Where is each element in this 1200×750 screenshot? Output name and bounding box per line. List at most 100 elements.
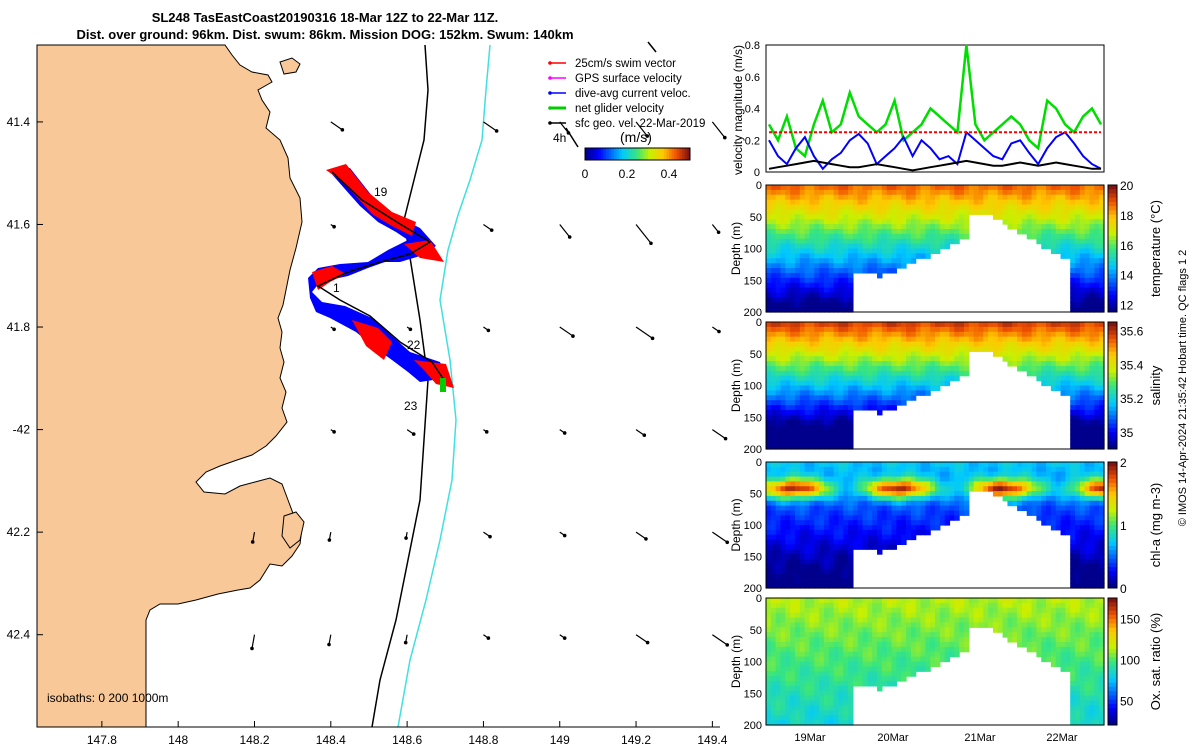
heatmap-cell [944,515,951,521]
heatmap-cell [862,671,868,677]
heatmap-cell [1031,194,1037,201]
heatmap-cell [838,277,844,284]
heatmap-cell [939,224,946,230]
heatmap-cell [968,602,975,609]
heatmap-cell [770,292,777,298]
heatmap-cell [790,651,796,658]
colorbar-segment [611,148,615,160]
heatmap-cell [766,326,772,333]
heatmap-cell [809,444,815,450]
heatmap-cell [766,602,772,609]
heatmap-cell [881,544,888,550]
heatmap-cell [1041,361,1047,367]
heatmap-cell [944,199,951,206]
heatmap-cell [1007,500,1013,507]
heatmap-cell [978,209,984,215]
heatmap-cell [799,627,806,633]
heatmap-cell [848,424,854,431]
heatmap-cell [1070,390,1076,396]
heatmap-cell [1050,204,1057,211]
heatmap-cell [804,439,811,445]
heatmap-cell [1031,510,1037,516]
heatmap-cell [790,515,796,521]
heatmap-cell [852,637,859,643]
heatmap-cell [881,370,888,377]
heatmap-cell [814,361,820,367]
heatmap-cell [872,385,878,391]
heatmap-cell [804,617,811,624]
heatmap-cell [823,462,830,468]
heatmap-cell [838,671,844,677]
heatmap-cell [978,346,984,352]
heatmap-cell [775,414,782,421]
heatmap-cell [901,510,907,516]
heatmap-cell [1075,233,1081,240]
heatmap-cell [886,520,893,526]
heatmap-cell [828,720,835,726]
heatmap-cell [790,671,796,677]
heatmap-cell [1021,495,1028,502]
heatmap-cell [780,297,786,303]
heatmap-cell [925,666,931,672]
heatmap-cell [1099,258,1105,264]
heatmap-cell [935,598,941,604]
heatmap-cell [935,602,941,609]
heatmap-cell [1094,277,1100,284]
heatmap-cell [1017,365,1023,372]
heatmap-cell [809,224,815,230]
heatmap-cell [901,400,907,406]
heatmap-cell [862,681,868,687]
heatmap-cell [949,194,955,201]
heatmap-cell [886,204,893,211]
heatmap-cell [799,515,806,521]
heatmap-cell [930,661,936,667]
heatmap-cell [809,424,815,431]
heatmap-cell [944,228,951,235]
heatmap-cell [1055,341,1062,348]
heatmap-cell [794,297,801,303]
heatmap-cell [1084,341,1091,348]
heatmap-cell [814,204,820,211]
heatmap-cell [814,400,820,406]
heatmap-cell [843,637,849,643]
heatmap-cell [799,656,806,663]
heatmap-cell [930,351,936,357]
heatmap-cell [857,602,864,609]
heatmap-cell [838,434,844,440]
colorbar-segment [1108,330,1117,336]
heatmap-cell [1099,380,1105,387]
heatmap-cell [770,515,777,521]
heatmap-cell [886,219,893,225]
heatmap-cell [828,627,835,633]
heatmap-cell [944,326,951,333]
heatmap-cell [804,395,811,401]
heatmap-cell [848,695,854,702]
heatmap-cell [1089,539,1095,545]
heatmap-cell [992,617,999,624]
heatmap-cell [770,505,777,512]
heatmap-cell [843,307,849,313]
colorbar-segment [1108,214,1117,220]
heatmap-cell [823,185,830,191]
heatmap-cell [992,476,999,482]
heatmap-cell [1012,224,1018,230]
colorbar-segment [1108,322,1117,327]
heatmap-cell [1089,554,1095,560]
heatmap-cell [770,612,777,619]
heatmap-cell [1036,515,1042,521]
heatmap-cell [809,627,815,633]
heatmap-cell [1012,214,1018,220]
heatmap-cell [794,292,801,298]
heatmap-cell [1089,326,1095,333]
heatmap-cell [785,481,791,487]
heatmap-cell [906,656,912,663]
heatmap-cell [1060,365,1066,372]
heatmap-cell [963,622,970,628]
heatmap-cell [867,370,873,377]
heatmap-cell [910,326,917,333]
heatmap-cell [823,690,830,697]
heatmap-cell [1089,400,1095,406]
heatmap-cell [959,351,965,357]
heatmap-cell [992,622,999,628]
heatmap-cell [925,326,931,333]
